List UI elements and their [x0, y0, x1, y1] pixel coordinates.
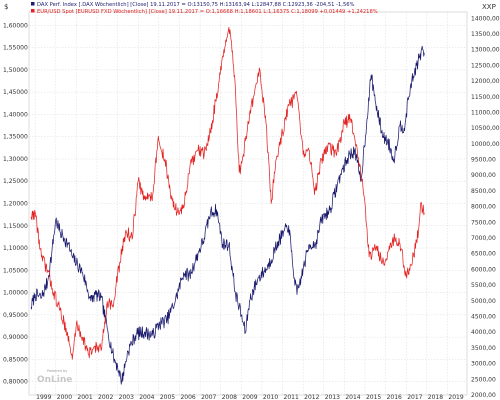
y-left-tick-label: 1,20000	[3, 201, 28, 208]
y-right-tick-label: 12000,00	[471, 78, 500, 85]
x-tick-label: 2016	[387, 394, 402, 400]
x-tick-label: 2018	[428, 394, 443, 400]
y-right-tick-label: 5000,00	[471, 298, 496, 305]
y-right-tick-label: 11000,00	[471, 109, 500, 116]
y-right-tick-label: 8500,00	[471, 188, 496, 195]
y-left-tick-label: 0,85000	[3, 356, 28, 363]
y-right-tick-label: 4000,00	[471, 329, 496, 336]
x-tick-label: 2015	[366, 394, 381, 400]
x-tick-label: 1999	[36, 394, 51, 400]
y-left-tick-label: 1,50000	[3, 67, 28, 74]
x-tick-label: 2019	[448, 394, 463, 400]
y-right-tick-label: 3500,00	[471, 345, 496, 352]
y-right-tick-label: 7500,00	[471, 219, 496, 226]
x-tick-label: 2000	[57, 394, 72, 400]
series-line-eurusd	[30, 26, 425, 360]
y-left-tick-label: 1,05000	[3, 267, 28, 274]
y-left-tick-label: 1,60000	[3, 22, 28, 29]
y-right-tick-label: 12500,00	[471, 62, 500, 69]
x-tick-label: 2010	[263, 394, 278, 400]
y-right-tick-label: 9000,00	[471, 172, 496, 179]
y-right-tick-label: 9500,00	[471, 157, 496, 164]
y-left-tick-label: 1,00000	[3, 290, 28, 297]
y-left-tick-label: 0,95000	[3, 312, 28, 319]
y-left-tick-label: 1,30000	[3, 156, 28, 163]
y-right-tick-label: 10000,00	[471, 141, 500, 148]
series-layer	[30, 26, 425, 385]
grid-lines	[29, 12, 467, 395]
x-tick-label: 2009	[242, 394, 257, 400]
legend-entry: DAX Perf. Index [.DAX Wöchentlich] [Clos…	[37, 2, 355, 8]
y-left-tick-label: 0,90000	[3, 334, 28, 341]
x-tick-label: 2004	[139, 394, 154, 400]
x-tick-label: 2003	[119, 394, 134, 400]
y-right-unit: XXP	[482, 3, 496, 11]
x-tick-label: 2012	[304, 394, 319, 400]
watermark: Powered by OnLine	[37, 369, 72, 385]
y-left-tick-label: 1,45000	[3, 89, 28, 96]
y-right-tick-label: 2000,00	[471, 392, 496, 399]
y-right-tick-label: 8000,00	[471, 204, 496, 211]
watermark-logo-text: OnLine	[37, 375, 72, 385]
x-tick-label: 2002	[98, 394, 113, 400]
watermark-small-text: Powered by	[47, 369, 67, 373]
y-right-tick-label: 2500,00	[471, 376, 496, 383]
legend-swatch	[31, 2, 35, 6]
y-left-tick-label: 1,25000	[3, 178, 28, 185]
y-right-tick-label: 6000,00	[471, 266, 496, 273]
x-tick-label: 2013	[325, 394, 340, 400]
x-tick-label: 2017	[407, 394, 422, 400]
y-right-tick-label: 6500,00	[471, 251, 496, 258]
legend-swatch	[31, 9, 35, 13]
y-left-tick-label: 1,40000	[3, 111, 28, 118]
y-left-tick-label: 1,10000	[3, 245, 28, 252]
x-tick-label: 2001	[77, 394, 92, 400]
y-left-unit: $	[4, 3, 8, 11]
x-tick-label: 2011	[284, 394, 299, 400]
legend-entry: EUR/USD Spot [EURUSD FXD Wöchentlich] [C…	[37, 9, 378, 15]
y-right-tick-label: 14000,00	[471, 15, 500, 22]
legend: DAX Perf. Index [.DAX Wöchentlich] [Clos…	[31, 2, 378, 15]
y-right-tick-label: 10500,00	[471, 125, 500, 132]
y-right-tick-label: 3000,00	[471, 361, 496, 368]
y-left-tick-label: 1,15000	[3, 223, 28, 230]
y-right-tick-label: 7000,00	[471, 235, 496, 242]
x-tick-label: 2006	[180, 394, 195, 400]
y-left-tick-label: 1,35000	[3, 134, 28, 141]
series-line-dax	[30, 45, 425, 385]
y-right-tick-label: 13500,00	[471, 31, 500, 38]
x-tick-label: 2007	[201, 394, 216, 400]
y-left-tick-label: 0,80000	[3, 379, 28, 386]
x-tick-label: 2005	[160, 394, 175, 400]
x-tick-label: 2014	[345, 394, 360, 400]
y-right-tick-label: 5500,00	[471, 282, 496, 289]
y-right-tick-label: 11500,00	[471, 94, 500, 101]
x-tick-label: 2008	[222, 394, 237, 400]
axis-labels: 0,80000 0,85000 0,90000 0,95000 1,00000 1,050…	[3, 3, 500, 400]
y-right-tick-label: 13000,00	[471, 47, 500, 54]
y-left-tick-label: 1,55000	[3, 45, 28, 52]
y-right-tick-label: 4500,00	[471, 314, 496, 321]
